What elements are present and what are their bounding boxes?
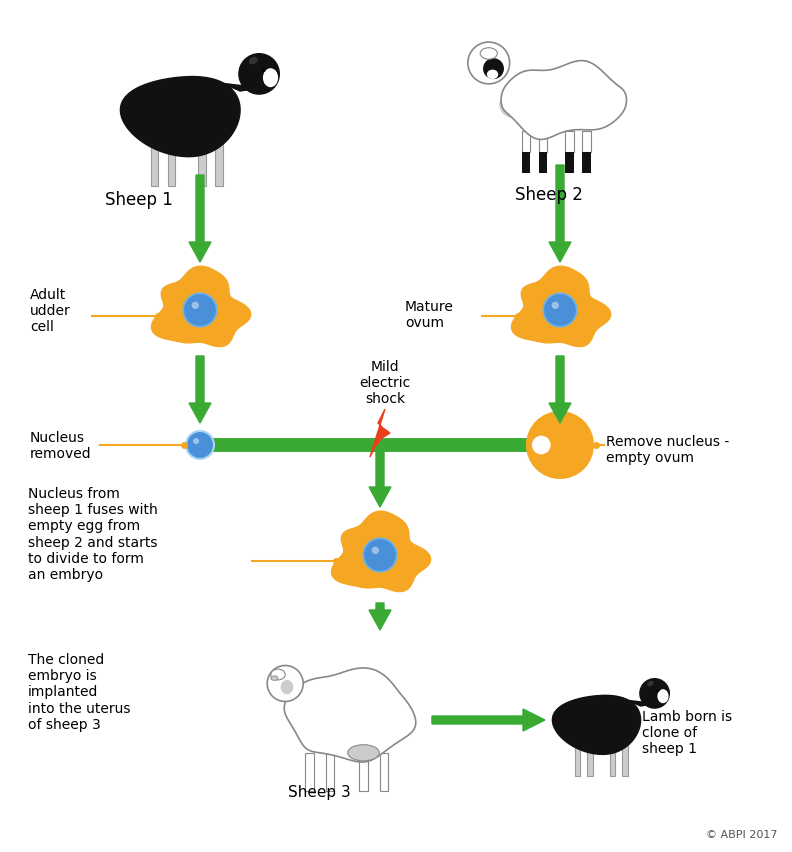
Ellipse shape xyxy=(131,95,183,134)
Ellipse shape xyxy=(657,689,668,703)
Text: Adult
udder
cell: Adult udder cell xyxy=(30,288,70,334)
Bar xyxy=(539,131,547,153)
FancyArrow shape xyxy=(369,603,391,630)
Bar xyxy=(168,143,176,186)
Text: Nucleus from
sheep 1 fuses with
empty egg from
sheep 2 and starts
to divide to f: Nucleus from sheep 1 fuses with empty eg… xyxy=(28,487,158,582)
Bar xyxy=(582,131,591,153)
Bar xyxy=(326,753,334,791)
Ellipse shape xyxy=(647,681,653,687)
Bar xyxy=(588,745,593,776)
Polygon shape xyxy=(512,266,611,347)
Ellipse shape xyxy=(499,90,535,119)
Polygon shape xyxy=(628,700,662,706)
Bar xyxy=(306,753,314,791)
Circle shape xyxy=(639,678,670,709)
Circle shape xyxy=(183,293,217,326)
Ellipse shape xyxy=(271,676,278,681)
Circle shape xyxy=(657,689,660,692)
Circle shape xyxy=(526,411,594,479)
Bar xyxy=(539,153,547,173)
Bar xyxy=(582,153,591,173)
Text: © ABPI 2017: © ABPI 2017 xyxy=(706,830,778,840)
Text: Mature
ovum: Mature ovum xyxy=(405,300,454,331)
Bar xyxy=(565,153,573,173)
Text: Sheep 3: Sheep 3 xyxy=(288,785,351,800)
Circle shape xyxy=(262,68,266,72)
Bar xyxy=(623,745,628,776)
Circle shape xyxy=(192,302,199,309)
Polygon shape xyxy=(296,697,305,733)
Text: Mild
electric
shock: Mild electric shock xyxy=(360,360,410,406)
Bar xyxy=(215,143,223,186)
Ellipse shape xyxy=(487,70,498,79)
Polygon shape xyxy=(284,668,416,762)
FancyArrow shape xyxy=(549,165,571,262)
Text: The cloned
embryo is
implanted
into the uterus
of sheep 3: The cloned embryo is implanted into the … xyxy=(28,653,131,732)
Bar xyxy=(575,745,581,776)
Text: Remove nucleus -
empty ovum: Remove nucleus - empty ovum xyxy=(606,435,729,465)
Text: Nucleus
removed: Nucleus removed xyxy=(30,431,92,461)
Ellipse shape xyxy=(560,710,598,738)
Circle shape xyxy=(468,42,509,83)
Text: Sheep 2: Sheep 2 xyxy=(515,186,583,204)
Circle shape xyxy=(543,293,577,326)
Circle shape xyxy=(267,665,303,701)
Circle shape xyxy=(186,431,214,459)
Circle shape xyxy=(371,547,379,554)
Polygon shape xyxy=(501,60,626,140)
Text: Sheep 1: Sheep 1 xyxy=(105,191,173,209)
Bar xyxy=(380,753,388,791)
Circle shape xyxy=(193,438,199,444)
Ellipse shape xyxy=(249,57,258,65)
FancyArrow shape xyxy=(432,709,545,731)
Ellipse shape xyxy=(271,669,285,680)
FancyArrow shape xyxy=(189,356,211,423)
Polygon shape xyxy=(552,695,641,754)
Ellipse shape xyxy=(532,435,550,454)
Bar xyxy=(521,153,530,173)
Bar xyxy=(198,143,206,186)
Bar xyxy=(565,131,573,153)
Bar xyxy=(150,143,158,186)
Bar xyxy=(521,131,530,153)
Text: Lamb born is
clone of
sheep 1: Lamb born is clone of sheep 1 xyxy=(642,710,732,757)
Ellipse shape xyxy=(483,58,504,79)
Circle shape xyxy=(552,302,559,309)
Polygon shape xyxy=(223,83,269,91)
FancyArrow shape xyxy=(549,356,571,423)
Circle shape xyxy=(238,53,280,95)
Bar xyxy=(610,745,615,776)
Ellipse shape xyxy=(480,48,497,59)
Ellipse shape xyxy=(348,745,379,761)
Ellipse shape xyxy=(263,68,278,87)
FancyArrow shape xyxy=(369,451,391,507)
Polygon shape xyxy=(120,77,240,157)
Circle shape xyxy=(364,538,397,572)
Polygon shape xyxy=(332,511,431,591)
Bar xyxy=(360,753,367,791)
FancyArrow shape xyxy=(189,175,211,262)
Polygon shape xyxy=(370,409,390,457)
Polygon shape xyxy=(151,266,250,347)
Ellipse shape xyxy=(280,680,293,694)
